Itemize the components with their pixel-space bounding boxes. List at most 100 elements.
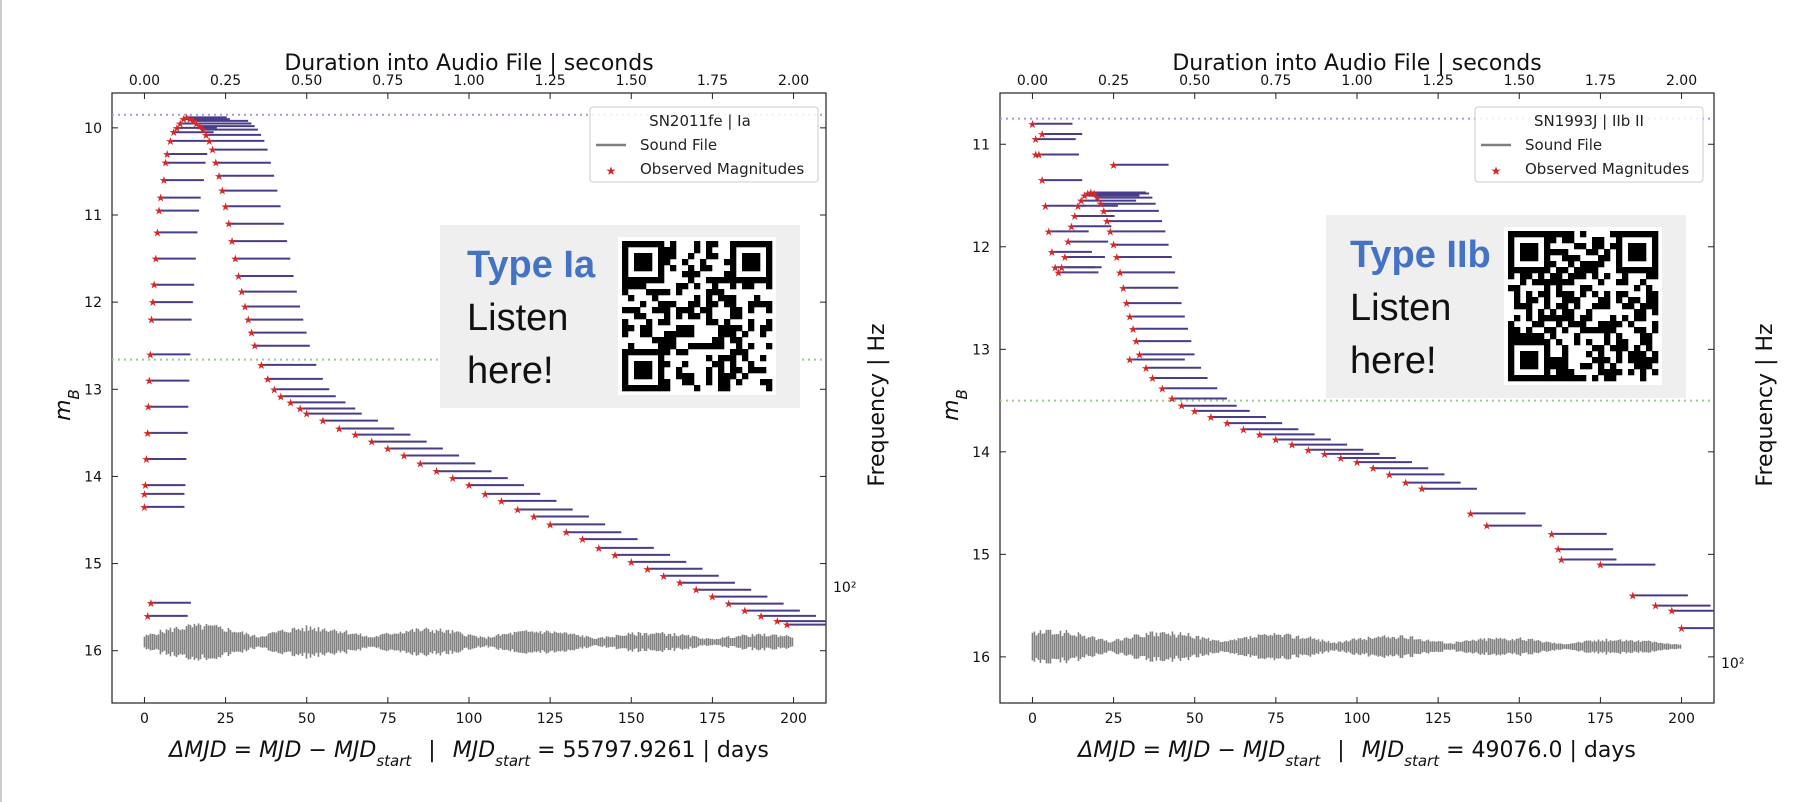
qr-module: [1598, 297, 1605, 304]
qr-module: [1526, 363, 1533, 370]
qr-module: [646, 373, 653, 380]
magnitude-point: ★: [1157, 382, 1167, 395]
qr-module: [622, 361, 629, 368]
magnitude-point: ★: [318, 415, 328, 428]
qr-module: [724, 373, 731, 380]
qr-module: [1586, 285, 1593, 292]
right-axis-label: Frequency | Hz: [865, 323, 890, 486]
qr-module: [1616, 261, 1623, 268]
qr-module: [1526, 255, 1533, 262]
magnitude-point: ★: [772, 615, 782, 628]
qr-module: [724, 295, 731, 302]
qr-module: [1574, 297, 1581, 304]
qr-module: [664, 307, 671, 314]
qr-module: [664, 289, 671, 296]
magnitude-point: ★: [141, 453, 151, 466]
qr-module: [742, 259, 749, 266]
qr-module: [1634, 363, 1641, 370]
magnitude-point: ★: [185, 113, 195, 126]
qr-module: [754, 277, 761, 284]
qr-module: [640, 349, 647, 356]
qr-module: [1646, 363, 1653, 370]
qr-module: [1622, 315, 1629, 322]
qr-module: [748, 265, 755, 272]
xlabel-start-sub-b: start: [495, 752, 531, 770]
magnitude-point: ★: [691, 584, 701, 597]
qr-module: [1532, 297, 1539, 304]
magnitude-point: ★: [367, 436, 377, 449]
magnitude-point: ★: [464, 479, 474, 492]
qr-module: [634, 313, 641, 320]
qr-module: [718, 367, 725, 374]
qr-module: [1556, 291, 1563, 298]
qr-module: [1550, 309, 1557, 316]
qr-module: [1556, 249, 1563, 256]
qr-module: [676, 331, 683, 338]
qr-module: [1604, 369, 1611, 376]
qr-module: [1538, 273, 1545, 280]
qr-module: [1568, 279, 1575, 286]
magnitude-point: ★: [1238, 423, 1248, 436]
legend-item-observed: Observed Magnitudes: [1525, 160, 1689, 178]
magnitude-point: ★: [230, 253, 240, 266]
qr-module: [682, 331, 689, 338]
qr-module: [688, 271, 695, 278]
qr-module: [724, 355, 731, 362]
qr-module: [1652, 321, 1659, 328]
note-segments: [144, 116, 826, 626]
qr-module: [1520, 339, 1527, 346]
x-axis-label: ΔMJD = MJD − MJDstart | MJDstart = 55797…: [167, 738, 769, 770]
qr-module: [640, 361, 647, 368]
qr-module: [1592, 345, 1599, 352]
qr-module: [700, 259, 707, 266]
qr-module: [640, 313, 647, 320]
qr-module: [748, 361, 755, 368]
magnitude-point: ★: [1125, 310, 1135, 323]
qr-module: [1562, 231, 1569, 238]
legend-item-sound: Sound File: [1525, 136, 1602, 154]
qr-module: [1592, 375, 1599, 382]
qr-module: [1598, 327, 1605, 334]
qr-module: [664, 319, 671, 326]
qr-module: [1526, 303, 1533, 310]
qr-module: [1580, 363, 1587, 370]
legend-star-icon: ★: [1491, 164, 1502, 178]
qr-module: [1628, 303, 1635, 310]
qr-module: [676, 325, 683, 332]
qr-module: [628, 307, 635, 314]
qr-module: [1526, 327, 1533, 334]
qr-module: [1562, 279, 1569, 286]
qr-module: [622, 379, 629, 386]
qr-module: [1592, 237, 1599, 244]
qr-module: [628, 343, 635, 350]
qr-module: [712, 319, 719, 326]
qr-module: [718, 289, 725, 296]
chart-panel-iib: Duration into Audio File | seconds 0.00 0…: [939, 51, 1778, 770]
qr-module: [658, 271, 665, 278]
qr-module: [652, 295, 659, 302]
qr-module: [730, 325, 737, 332]
qr-module: [1568, 261, 1575, 268]
qr-module: [1598, 261, 1605, 268]
qr-module: [1508, 375, 1515, 382]
qr-module: [724, 259, 731, 266]
qr-module: [622, 277, 629, 284]
magnitude-point: ★: [191, 118, 201, 131]
top-tick-label: 0.25: [210, 73, 241, 89]
y-axis-label-sub: B: [65, 389, 83, 399]
qr-module: [1580, 267, 1587, 274]
qr-module: [1640, 327, 1647, 334]
legend-title: SN1993J | IIb II: [1534, 112, 1644, 130]
magnitude-point: ★: [1553, 543, 1563, 556]
qr-module: [1640, 243, 1647, 250]
qr-module: [1646, 357, 1653, 364]
magnitude-point: ★: [707, 591, 717, 604]
qr-module: [1628, 297, 1635, 304]
qr-module: [1598, 255, 1605, 262]
qr-module: [670, 265, 677, 272]
legend-item-sound: Sound File: [640, 136, 717, 154]
qr-module: [1550, 237, 1557, 244]
qr-module: [1574, 303, 1581, 310]
qr-module: [1616, 255, 1623, 262]
magnitude-point: ★: [1385, 468, 1395, 481]
